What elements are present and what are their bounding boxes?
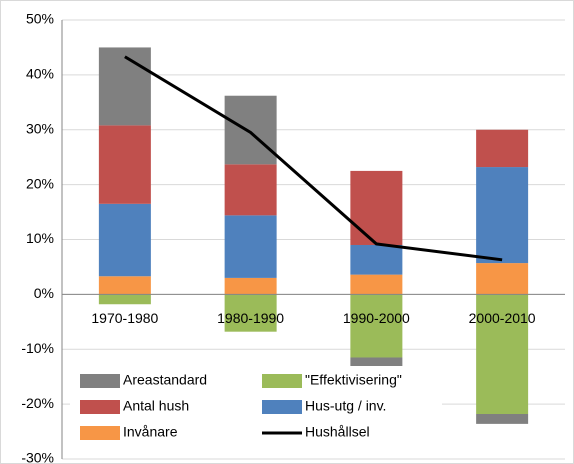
x-tick-label: 1970-1980: [91, 310, 158, 326]
y-tick-label: -30%: [21, 450, 54, 464]
bar-segment: [98, 47, 151, 126]
legend-swatch: [262, 400, 302, 414]
bar-segment: [98, 294, 151, 305]
bar-segment: [224, 95, 277, 165]
bar-segment: [224, 164, 277, 216]
bar-segment: [476, 263, 529, 295]
bar-segment: [350, 244, 403, 275]
legend-box: [70, 366, 442, 450]
bar-segment: [476, 167, 529, 264]
line-series: [124, 55, 503, 262]
legend-label: Invånare: [123, 424, 178, 440]
bar-segment: [98, 125, 151, 204]
y-tick-label: 20%: [26, 175, 54, 191]
bar-segment: [350, 294, 403, 358]
bar-segment: [224, 277, 277, 295]
x-tick-label: 1990-2000: [343, 310, 410, 326]
legend-label: Areastandard: [123, 372, 207, 388]
legend-swatch: [80, 426, 120, 440]
bar-segment: [350, 170, 403, 245]
y-tick-label: 50%: [26, 11, 54, 27]
x-tick-label: 2000-2010: [469, 310, 536, 326]
legend-swatch: [80, 374, 120, 388]
bar-segment: [476, 129, 529, 168]
y-tick-label: 40%: [26, 66, 54, 82]
y-tick-label: 30%: [26, 120, 54, 136]
bar-segment: [224, 294, 277, 332]
bar-segment: [350, 274, 403, 295]
y-tick-label: -20%: [21, 395, 54, 411]
bar-segment: [350, 357, 403, 368]
y-tick-label: 10%: [26, 230, 54, 246]
legend-label: "Effektivisering": [305, 372, 402, 388]
legend-swatch: [262, 374, 302, 388]
legend-label: Antal hush: [123, 398, 189, 414]
bar-segment: [476, 294, 529, 415]
legend-label: Hushållsel: [305, 424, 370, 440]
y-tick-label: 0%: [34, 285, 54, 301]
legend-swatch: [80, 400, 120, 414]
bar-segment: [476, 414, 529, 424]
bar-segment: [98, 203, 151, 277]
y-tick-label: -10%: [21, 340, 54, 356]
bar-segment: [224, 215, 277, 278]
bar-segment: [98, 276, 151, 295]
legend-label: Hus-utg / inv.: [305, 398, 386, 414]
x-tick-label: 1980-1990: [217, 310, 284, 326]
